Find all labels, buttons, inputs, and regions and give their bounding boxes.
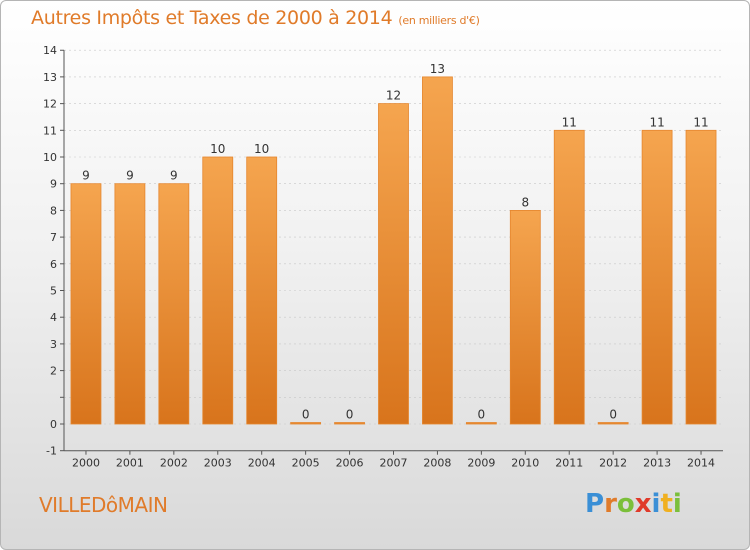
x-tick-label-2011: 2011 — [555, 457, 583, 470]
data-label-2012: 0 — [609, 408, 617, 422]
chart-title: Autres Impôts et Taxes de 2000 à 2014 (en… — [31, 7, 480, 29]
y-tick-label: 12 — [43, 98, 57, 111]
bar-2014 — [685, 129, 717, 425]
data-labels: 9 9 9 10 10 0 0 12 13 0 8 11 0 11 11 — [82, 62, 709, 422]
proxiti-logo: Proxiti — [585, 489, 682, 519]
y-tick-label: 5 — [50, 285, 57, 298]
bar-2011 — [553, 129, 585, 425]
y-tick-label: 7 — [50, 231, 57, 244]
bar-2004 — [246, 156, 278, 425]
x-tick-label-2003: 2003 — [204, 457, 232, 470]
x-tick-label-2005: 2005 — [292, 457, 320, 470]
chart-unit: (en milliers d'€) — [398, 14, 480, 27]
x-tick-label-2000: 2000 — [72, 457, 100, 470]
logo-letter: x — [634, 489, 652, 519]
data-label-2000: 9 — [82, 169, 90, 183]
bar-2013 — [641, 129, 673, 425]
data-label-2006: 0 — [346, 408, 354, 422]
bars — [70, 76, 717, 425]
data-label-2007: 12 — [386, 89, 401, 103]
bar-2012 — [597, 422, 629, 425]
y-tick-label: 10 — [43, 151, 57, 164]
data-label-2010: 8 — [521, 195, 529, 209]
x-tick-label-2006: 2006 — [336, 457, 364, 470]
commune-name: VILLEDôMAIN — [39, 493, 168, 517]
bar-2006 — [334, 422, 365, 425]
y-tick-label: 14 — [43, 44, 57, 57]
y-tick-label: 9 — [50, 178, 57, 191]
x-tick-label-2010: 2010 — [511, 457, 539, 470]
data-label-2003: 10 — [210, 142, 225, 156]
bar-2008 — [422, 76, 453, 425]
axes: -1 0 2 3 4 5 6 7 8 9 10 11 12 13 14 2000 2001 2002 2003 200… — [43, 44, 723, 470]
bar-2003 — [202, 156, 234, 425]
bar-2010 — [509, 209, 541, 425]
data-label-2004: 10 — [254, 142, 269, 156]
logo-letter: t — [660, 489, 673, 519]
data-label-2013: 11 — [649, 115, 664, 129]
x-tick-label-2014: 2014 — [687, 457, 715, 470]
x-tick-label-2002: 2002 — [160, 457, 188, 470]
y-tick-label: 6 — [50, 258, 57, 271]
logo-letter: i — [651, 489, 661, 519]
logo-letter: P — [585, 489, 605, 519]
logo-letter: r — [604, 489, 617, 519]
x-tick-label-2001: 2001 — [116, 457, 144, 470]
bar-2009 — [465, 422, 497, 425]
data-label-2014: 11 — [693, 115, 708, 129]
logo-letter: i — [672, 489, 682, 519]
y-tick-label: 13 — [43, 71, 57, 84]
x-tick-label-2008: 2008 — [423, 457, 451, 470]
y-tick-label: 11 — [43, 124, 57, 137]
y-tick-label: -1 — [46, 445, 57, 458]
bar-2002 — [158, 183, 190, 425]
bar-2005 — [290, 422, 322, 425]
x-tick-label-2009: 2009 — [467, 457, 495, 470]
data-label-2005: 0 — [302, 408, 310, 422]
x-tick-label-2004: 2004 — [248, 457, 276, 470]
bar-2001 — [114, 183, 146, 425]
y-tick-label: 8 — [50, 204, 57, 217]
data-label-2008: 13 — [430, 62, 445, 76]
y-tick-label: 0 — [50, 418, 57, 431]
y-tick-label: 4 — [50, 311, 57, 324]
data-label-2009: 0 — [478, 408, 486, 422]
x-tick-label-2012: 2012 — [599, 457, 627, 470]
y-tick-label: 2 — [50, 365, 57, 378]
x-tick-label-2013: 2013 — [643, 457, 671, 470]
x-tick-label-2007: 2007 — [380, 457, 408, 470]
chart-title-text: Autres Impôts et Taxes de 2000 à 2014 — [31, 7, 393, 29]
data-label-2002: 9 — [170, 169, 178, 183]
data-label-2001: 9 — [126, 169, 134, 183]
logo-letter: o — [616, 489, 635, 519]
data-label-2011: 11 — [562, 115, 577, 129]
bar-2007 — [378, 103, 409, 425]
y-tick-label: 3 — [50, 338, 57, 351]
bar-2000 — [70, 183, 102, 425]
